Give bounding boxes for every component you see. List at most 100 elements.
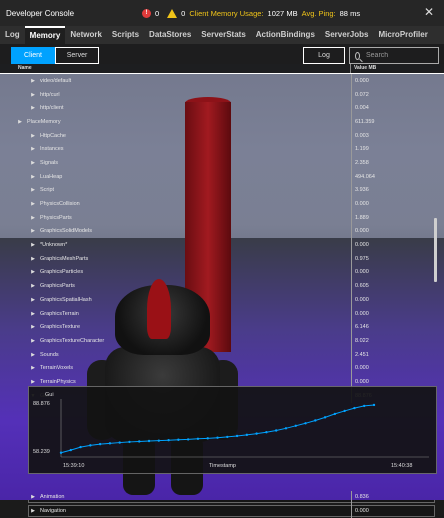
tab-serverstats[interactable]: ServerStats bbox=[201, 30, 246, 39]
expand-arrow-icon[interactable]: ▶ bbox=[18, 118, 22, 125]
expand-arrow-icon[interactable]: ▶ bbox=[31, 242, 35, 249]
table-row[interactable]: ▶ video/default 0.000 bbox=[0, 74, 444, 88]
row-value: 611.359 bbox=[351, 115, 435, 129]
row-name: GraphicsSpatialHash bbox=[40, 296, 92, 303]
expand-arrow-icon[interactable]: ▶ bbox=[31, 508, 35, 515]
expand-arrow-icon[interactable]: ▶ bbox=[31, 351, 35, 358]
graph-y-min: 58.239 bbox=[33, 449, 50, 455]
expand-arrow-icon[interactable]: ▶ bbox=[31, 132, 35, 139]
table-row[interactable]: ▶ Signals 2.358 bbox=[0, 156, 444, 170]
tab-network[interactable]: Network bbox=[70, 30, 102, 39]
memory-label: Client Memory Usage: bbox=[189, 8, 264, 18]
graph-point bbox=[333, 412, 337, 416]
close-icon[interactable]: ✕ bbox=[423, 5, 435, 19]
row-name-cell: ▶ PhysicsParts bbox=[0, 211, 351, 225]
row-value: 1.199 bbox=[351, 142, 435, 157]
warning-icon[interactable] bbox=[167, 8, 178, 18]
table-row[interactable]: ▶ Instances 1.199 bbox=[0, 142, 444, 157]
table-row[interactable]: ▶ GraphicsParticles 0.000 bbox=[0, 265, 444, 280]
gui-memory-graph: Gui 88.876 58.239 15:39:10 Timestamp 15:… bbox=[28, 386, 437, 474]
log-button[interactable]: Log bbox=[303, 47, 345, 64]
table-row[interactable]: ▶ GraphicsTextureCharacter 8.022 bbox=[0, 334, 444, 348]
name-column-header[interactable]: Name bbox=[18, 65, 32, 71]
row-name: PlaceMemory bbox=[27, 118, 61, 125]
row-name-cell: ▶ GraphicsTexture bbox=[0, 320, 351, 334]
table-row[interactable]: ▶ GraphicsMeshParts 0.975 bbox=[0, 251, 444, 266]
table-row[interactable]: ▶ GraphicsTerrain 0.000 bbox=[0, 306, 444, 321]
expand-arrow-icon[interactable]: ▶ bbox=[31, 105, 35, 112]
table-row[interactable]: ▶ PlaceMemory 611.359 bbox=[0, 115, 444, 129]
expand-arrow-icon[interactable]: ▶ bbox=[31, 187, 35, 194]
graph-point bbox=[216, 436, 219, 439]
table-row[interactable]: ▶ GraphicsParts 0.605 bbox=[0, 279, 444, 293]
tab-actionbindings[interactable]: ActionBindings bbox=[255, 30, 315, 39]
graph-point bbox=[245, 433, 249, 437]
table-row[interactable]: ▶ *Unknown* 0.000 bbox=[0, 238, 444, 252]
tab-memory[interactable]: Memory bbox=[24, 26, 66, 44]
expand-arrow-icon[interactable]: ▶ bbox=[31, 77, 35, 84]
table-row[interactable]: ▶ GraphicsTexture 6.146 bbox=[0, 320, 444, 335]
tab-serverjobs[interactable]: ServerJobs bbox=[324, 30, 369, 39]
tab-datastores[interactable]: DataStores bbox=[149, 30, 192, 39]
expand-arrow-icon[interactable]: ▶ bbox=[31, 173, 35, 180]
client-server-toggle: Client Server bbox=[11, 47, 99, 64]
table-row[interactable]: ▶ TerrainVoxels 0.000 bbox=[0, 361, 444, 376]
table-row[interactable]: ▶ GraphicsSpatialHash 0.000 bbox=[0, 293, 444, 307]
table-row[interactable]: ▶ PhysicsParts 1.889 bbox=[0, 210, 444, 225]
expand-arrow-icon[interactable]: ▶ bbox=[31, 365, 35, 372]
graph-point bbox=[98, 442, 102, 446]
expand-arrow-icon[interactable]: ▶ bbox=[31, 378, 35, 385]
expand-arrow-icon[interactable]: ▶ bbox=[31, 91, 35, 98]
graph-y-max: 88.876 bbox=[33, 401, 50, 407]
tab-log[interactable]: Log bbox=[5, 30, 20, 39]
expand-arrow-icon[interactable]: ▶ bbox=[31, 283, 35, 290]
expand-arrow-icon[interactable]: ▶ bbox=[31, 494, 35, 501]
row-name-cell: ▶ GraphicsTextureCharacter bbox=[0, 334, 351, 348]
value-column-header[interactable]: Value MB bbox=[350, 64, 376, 73]
expand-arrow-icon[interactable]: ▶ bbox=[31, 201, 35, 208]
row-value: 0.000 bbox=[351, 238, 435, 252]
graph-point bbox=[265, 431, 268, 434]
expand-arrow-icon[interactable]: ▶ bbox=[31, 269, 35, 276]
expand-arrow-icon[interactable]: ▶ bbox=[31, 324, 35, 331]
expand-arrow-icon[interactable]: ▶ bbox=[31, 255, 35, 262]
table-row[interactable]: ▶ Sounds 2.451 bbox=[0, 347, 444, 362]
tab-microprofiler[interactable]: MicroProfiler bbox=[378, 30, 428, 39]
console-titlebar[interactable]: Developer Console ! 0 0 Client Memory Us… bbox=[0, 0, 444, 26]
graph-canvas bbox=[59, 399, 429, 458]
graph-point bbox=[343, 409, 346, 413]
graph-line bbox=[60, 404, 375, 454]
table-row[interactable]: ▶ LuaHeap 494.064 bbox=[0, 169, 444, 184]
table-row[interactable]: ▶ Navigation 0.000 bbox=[0, 504, 444, 518]
expand-arrow-icon[interactable]: ▶ bbox=[31, 146, 35, 153]
row-name-cell: ▶ video/default bbox=[0, 74, 351, 88]
row-name: http/curl bbox=[40, 91, 60, 98]
graph-title: Gui bbox=[45, 392, 54, 398]
server-button[interactable]: Server bbox=[55, 47, 99, 64]
table-row[interactable]: ▶ Animation 0.836 bbox=[0, 490, 444, 505]
graph-point bbox=[372, 403, 376, 407]
search-input[interactable] bbox=[364, 51, 438, 60]
table-row[interactable]: ▶ http/client 0.004 bbox=[0, 101, 444, 116]
expand-arrow-icon[interactable]: ▶ bbox=[31, 296, 35, 303]
table-row[interactable]: ▶ GraphicsSolidModels 0.000 bbox=[0, 224, 444, 239]
expand-arrow-icon[interactable]: ▶ bbox=[31, 337, 35, 344]
tab-scripts[interactable]: Scripts bbox=[111, 30, 140, 39]
row-value: 0.000 bbox=[351, 504, 435, 518]
expand-arrow-icon[interactable]: ▶ bbox=[31, 310, 35, 317]
client-button[interactable]: Client bbox=[11, 47, 55, 64]
search-box[interactable] bbox=[349, 47, 439, 64]
row-name: HttpCache bbox=[40, 132, 66, 139]
row-name: PhysicsCollision bbox=[40, 201, 80, 208]
table-row[interactable]: ▶ HttpCache 0.003 bbox=[0, 128, 444, 143]
expand-arrow-icon[interactable]: ▶ bbox=[31, 214, 35, 221]
expand-arrow-icon[interactable]: ▶ bbox=[31, 159, 35, 166]
row-name: Instances bbox=[40, 146, 64, 153]
table-row[interactable]: ▶ Script 3.936 bbox=[0, 183, 444, 198]
error-icon[interactable]: ! bbox=[142, 8, 151, 18]
graph-point bbox=[69, 448, 72, 452]
table-row[interactable]: ▶ http/curl 0.072 bbox=[0, 87, 444, 102]
expand-arrow-icon[interactable]: ▶ bbox=[31, 228, 35, 235]
table-scrollbar[interactable] bbox=[434, 218, 437, 282]
table-row[interactable]: ▶ PhysicsCollision 0.000 bbox=[0, 197, 444, 211]
